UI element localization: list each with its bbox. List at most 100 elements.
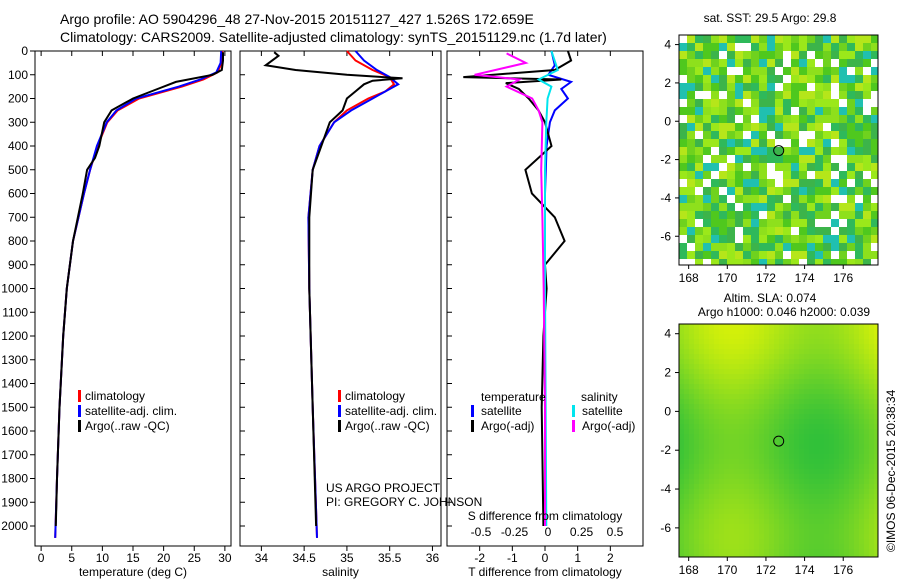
map-cell <box>775 147 783 155</box>
map-cell <box>727 59 735 67</box>
map-cell <box>824 324 829 329</box>
map-cell <box>869 324 874 329</box>
map-cell <box>754 519 759 524</box>
map-cell <box>714 554 719 557</box>
map-cell <box>749 479 754 484</box>
map-cell <box>694 369 699 374</box>
map-cell <box>719 424 724 429</box>
map-cell <box>823 139 831 147</box>
map-cell <box>829 349 834 354</box>
map-cell <box>735 123 743 131</box>
map-cell <box>744 549 749 554</box>
map-cell <box>859 384 864 389</box>
map-cell <box>814 414 819 419</box>
map-cell <box>703 75 711 83</box>
map-cell <box>739 444 744 449</box>
map-cell <box>784 554 789 557</box>
map-cell <box>824 374 829 379</box>
map-cell <box>711 203 719 211</box>
map-cell <box>839 374 844 379</box>
map-cell <box>854 529 859 534</box>
map-cell <box>709 509 714 514</box>
map-cell <box>839 99 847 107</box>
map-cell <box>739 544 744 549</box>
map-cell <box>779 449 784 454</box>
map-cell <box>703 203 711 211</box>
map-cell <box>754 544 759 549</box>
map-cell <box>695 107 703 115</box>
map-cell <box>871 75 878 83</box>
map-cell <box>727 195 735 203</box>
map-cell <box>767 187 775 195</box>
map-cell <box>849 344 854 349</box>
map-cell <box>749 419 754 424</box>
map-cell <box>699 384 704 389</box>
map-cell <box>703 219 711 227</box>
map-cell <box>874 394 878 399</box>
map-cell <box>849 394 854 399</box>
map-cell <box>729 494 734 499</box>
map-cell <box>759 439 764 444</box>
map-cell <box>859 494 864 499</box>
map-cell <box>839 344 844 349</box>
map-cell <box>687 139 695 147</box>
map-cell <box>679 534 684 539</box>
map-cell <box>694 539 699 544</box>
map-cell <box>694 479 699 484</box>
map-cell <box>844 424 849 429</box>
map-cell <box>814 394 819 399</box>
map-cell <box>734 474 739 479</box>
map-cell <box>789 454 794 459</box>
map-cell <box>834 369 839 374</box>
map-cell <box>724 454 729 459</box>
map-cell <box>774 554 779 557</box>
map-cell <box>859 414 864 419</box>
map-cell <box>709 349 714 354</box>
map-cell <box>687 115 695 123</box>
map-cell <box>724 399 729 404</box>
map-cell <box>694 334 699 339</box>
s-tick-label: 0 <box>545 525 552 539</box>
map-cell <box>719 163 727 171</box>
map-cell <box>759 404 764 409</box>
map-cell <box>749 349 754 354</box>
map-cell <box>863 155 871 163</box>
map-cell <box>729 434 734 439</box>
map-cell <box>789 449 794 454</box>
map-cell <box>839 91 847 99</box>
map-cell <box>794 554 799 557</box>
map-cell <box>704 519 709 524</box>
map-cell <box>684 524 689 529</box>
map-cell <box>807 147 815 155</box>
map-cell <box>699 439 704 444</box>
map-cell <box>694 324 699 329</box>
map-cell <box>739 329 744 334</box>
map-cell <box>694 439 699 444</box>
map-cell <box>704 434 709 439</box>
map-cell <box>839 334 844 339</box>
map-cell <box>699 334 704 339</box>
map-cell <box>687 179 695 187</box>
map-cell <box>831 67 839 75</box>
map-cell <box>789 469 794 474</box>
map-cell <box>764 379 769 384</box>
map-cell <box>789 539 794 544</box>
map-cell <box>831 115 839 123</box>
map-cell <box>735 75 743 83</box>
map-cell <box>819 479 824 484</box>
map-cell <box>727 43 735 51</box>
map-cell <box>754 439 759 444</box>
map-cell <box>783 219 791 227</box>
map-cell <box>864 514 869 519</box>
legend-swatch <box>338 420 341 432</box>
map-cell <box>724 484 729 489</box>
map-cell <box>839 51 847 59</box>
map-cell <box>703 115 711 123</box>
map-cell <box>744 384 749 389</box>
map-cell <box>719 91 727 99</box>
map-cell <box>724 334 729 339</box>
map-cell <box>769 354 774 359</box>
map-cell <box>791 235 799 243</box>
map-cell <box>789 499 794 504</box>
map-cell <box>815 51 823 59</box>
